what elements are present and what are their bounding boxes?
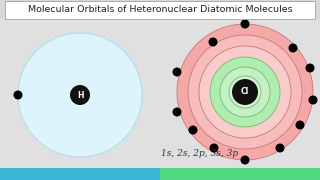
Circle shape [308,96,317,105]
Circle shape [199,46,291,138]
Circle shape [276,143,284,152]
Circle shape [210,57,280,127]
Bar [0,19,320,168]
Circle shape [232,79,258,105]
Circle shape [210,143,219,152]
Bar [160,168,320,180]
Circle shape [306,64,315,73]
Circle shape [229,76,261,108]
Circle shape [220,67,270,117]
Circle shape [295,120,305,129]
Bar [0,168,160,180]
Circle shape [172,107,181,116]
Circle shape [241,156,250,165]
Circle shape [188,35,302,149]
Text: Cl: Cl [241,87,249,96]
Circle shape [241,19,250,28]
Circle shape [172,68,181,76]
Text: H: H [77,91,83,100]
Text: 1s, 2s, 2p, 3s, 3p: 1s, 2s, 2p, 3s, 3p [161,148,239,158]
Circle shape [177,24,313,160]
Circle shape [70,85,90,105]
Circle shape [209,37,218,46]
Circle shape [18,33,142,157]
Circle shape [13,91,22,100]
Circle shape [188,125,197,134]
Circle shape [236,83,254,101]
Text: Molecular Orbitals of Heteronuclear Diatomic Molecules: Molecular Orbitals of Heteronuclear Diat… [28,6,292,15]
Circle shape [289,44,298,53]
Bar [5,1,315,19]
